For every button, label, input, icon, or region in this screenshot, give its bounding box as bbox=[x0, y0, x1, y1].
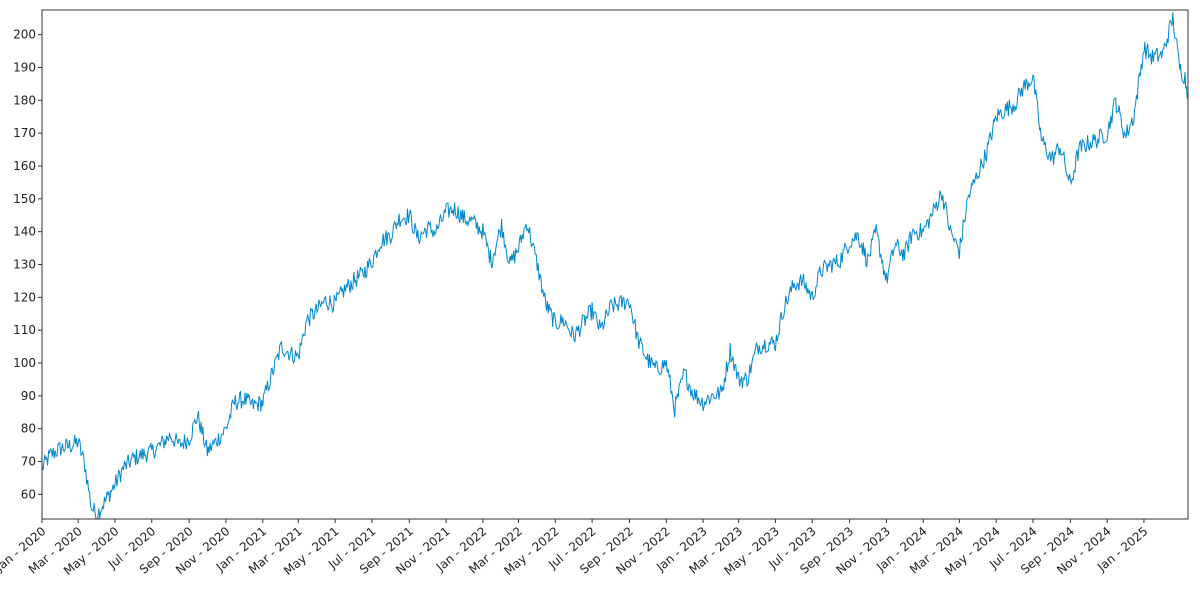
y-tick-label: 100 bbox=[13, 356, 36, 370]
plot-frame bbox=[41, 9, 1189, 520]
y-tick-label: 110 bbox=[13, 323, 36, 337]
plot-area bbox=[41, 12, 1189, 520]
y-tick-label: 80 bbox=[21, 422, 36, 436]
y-tick-label: 130 bbox=[13, 258, 36, 272]
y-tick-label: 150 bbox=[13, 192, 36, 206]
y-tick-label: 180 bbox=[13, 93, 36, 107]
y-axis-ticks: 60 70 80 90 100 110 120 130 140 150 160 170 180 190 20… bbox=[13, 28, 42, 501]
y-tick-label: 170 bbox=[13, 126, 36, 140]
series-line bbox=[41, 12, 1189, 520]
y-tick-label: 70 bbox=[21, 455, 36, 469]
y-tick-label: 120 bbox=[13, 290, 36, 304]
y-tick-label: 140 bbox=[13, 225, 36, 239]
y-tick-label: 190 bbox=[13, 60, 36, 74]
y-tick-label: 90 bbox=[21, 389, 36, 403]
y-tick-label: 60 bbox=[21, 487, 36, 501]
y-tick-label: 160 bbox=[13, 159, 36, 173]
y-tick-label: 200 bbox=[13, 28, 36, 42]
